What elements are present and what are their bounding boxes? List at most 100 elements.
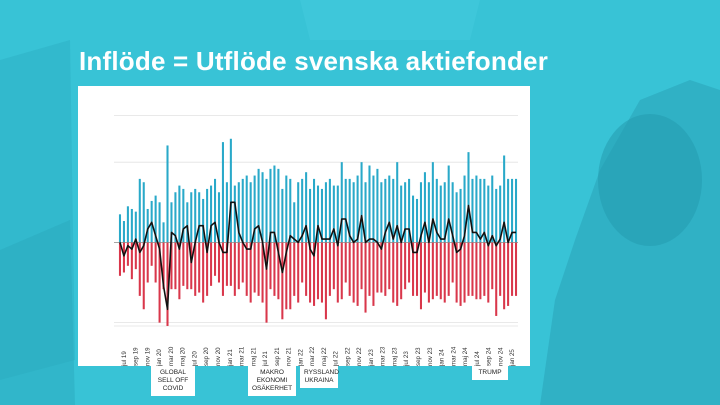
annotation-makro-line-1: MAKRO <box>260 369 284 376</box>
chart-panel: jul 19 sep 19 nov 19 jan 20 mar 20 maj 20 jul … <box>78 86 530 366</box>
outflow-bar <box>412 242 415 296</box>
inflow-bar <box>305 172 308 243</box>
x-tick-label: sep 21 <box>274 347 281 366</box>
outflow-bar <box>455 242 458 303</box>
outflow-bar <box>439 242 442 300</box>
outflow-bar <box>249 242 252 303</box>
fund-flow-chart: jul 19 sep 19 nov 19 jan 20 mar 20 maj 20 jul … <box>114 114 518 366</box>
outflow-bar <box>170 242 173 290</box>
inflow-bar <box>412 195 415 243</box>
outflow-bar <box>142 242 145 310</box>
x-tick-label: maj 20 <box>180 347 187 366</box>
outflow-bar <box>186 242 189 290</box>
outflow-bar <box>388 242 391 290</box>
inflow-bar <box>475 175 478 243</box>
inflow-bar <box>514 178 518 243</box>
inflow-bar <box>293 202 296 243</box>
annotation-makro-line-2: EKONOMI <box>256 377 288 384</box>
outflow-bar <box>154 242 157 283</box>
outflow-bar <box>237 242 240 290</box>
x-tick-labels: jul 19 sep 19 nov 19 jan 20 mar 20 maj 20 jul … <box>121 346 516 366</box>
inflow-bar <box>225 182 228 243</box>
inflow-bar <box>162 222 165 243</box>
x-tick-label: jan 25 <box>509 349 516 366</box>
bars <box>118 138 518 326</box>
inflow-bar <box>210 185 213 243</box>
outflow-bar <box>384 242 387 296</box>
gridlines <box>114 114 518 327</box>
x-tick-label: sep 20 <box>203 347 210 366</box>
inflow-bar <box>447 165 450 243</box>
x-tick-label: nov 19 <box>144 347 151 366</box>
annotation-makro: MAKRO EKONOMI OSÄKERHET <box>248 366 296 396</box>
inflow-bar <box>455 192 458 243</box>
inflow-bar <box>348 178 351 243</box>
outflow-bar <box>229 242 232 286</box>
x-tick-label: mar 23 <box>380 346 387 366</box>
inflow-bar <box>439 185 442 243</box>
inflow-bar <box>158 202 161 243</box>
outflow-bar <box>257 242 260 296</box>
outflow-bar <box>447 242 450 296</box>
x-tick-label: maj 21 <box>250 347 257 366</box>
annotation-ryssland: RYSSLAND UKRAINA <box>300 366 339 388</box>
inflow-bar <box>237 182 240 243</box>
outflow-bar <box>344 242 347 283</box>
outflow-bar <box>356 242 359 306</box>
inflow-bar <box>320 188 323 243</box>
inflow-bar <box>479 178 482 243</box>
outflow-bar <box>182 242 185 286</box>
outflow-bar <box>380 242 383 293</box>
inflow-bar <box>194 188 197 243</box>
outflow-bar <box>443 242 446 303</box>
inflow-bar <box>249 182 252 243</box>
outflow-bar <box>491 242 494 290</box>
annotation-ryssland-line-2: UKRAINA <box>304 377 334 384</box>
x-tick-label: nov 20 <box>215 347 222 366</box>
inflow-bar <box>360 162 363 243</box>
inflow-bar <box>269 168 272 243</box>
outflow-bar <box>332 242 335 290</box>
outflow-bar <box>316 242 320 300</box>
inflow-bar <box>356 175 359 243</box>
outflow-bar <box>514 242 518 296</box>
inflow-bar <box>221 142 224 243</box>
outflow-bar <box>273 242 276 296</box>
net-flow-series-line <box>119 201 516 311</box>
inflow-bar <box>336 185 339 243</box>
inflow-bar <box>511 178 514 243</box>
outflow-bar <box>313 242 316 306</box>
inflow-bar <box>427 182 430 243</box>
inflow-bar <box>122 221 125 243</box>
inflow-bar <box>261 172 264 243</box>
outflow-bar <box>210 242 213 286</box>
outflow-bar <box>166 242 169 326</box>
outflow-bar <box>451 242 454 283</box>
inflow-bar <box>384 178 387 243</box>
outflow-bar <box>483 242 486 296</box>
outflow-bar <box>475 242 478 300</box>
inflow-bar <box>372 175 375 243</box>
annotation-covid: GLOBAL SELL OFF COVID <box>151 366 195 396</box>
inflow-bar <box>328 178 331 243</box>
outflow-bar <box>178 242 181 300</box>
x-tick-label: jan 21 <box>227 349 234 366</box>
inflow-bar <box>503 155 506 243</box>
annotation-covid-line-1: GLOBAL <box>159 369 186 376</box>
inflow-bar <box>289 178 292 243</box>
outflow-bar <box>174 242 177 290</box>
outflow-bar <box>225 242 228 286</box>
inflow-bar <box>206 188 209 243</box>
inflow-bar <box>380 182 383 243</box>
x-tick-label: sep 22 <box>344 347 351 366</box>
inflow-bar <box>277 168 280 243</box>
x-tick-label: jul 22 <box>333 351 340 366</box>
inflow-bar <box>332 185 335 243</box>
outflow-bar <box>134 242 137 270</box>
inflow-bar <box>408 178 411 243</box>
inflow-bar <box>297 182 300 243</box>
outflow-bar <box>328 242 331 296</box>
outflow-bar <box>214 242 217 276</box>
outflow-bar <box>320 242 323 303</box>
inflow-bar <box>166 145 169 243</box>
